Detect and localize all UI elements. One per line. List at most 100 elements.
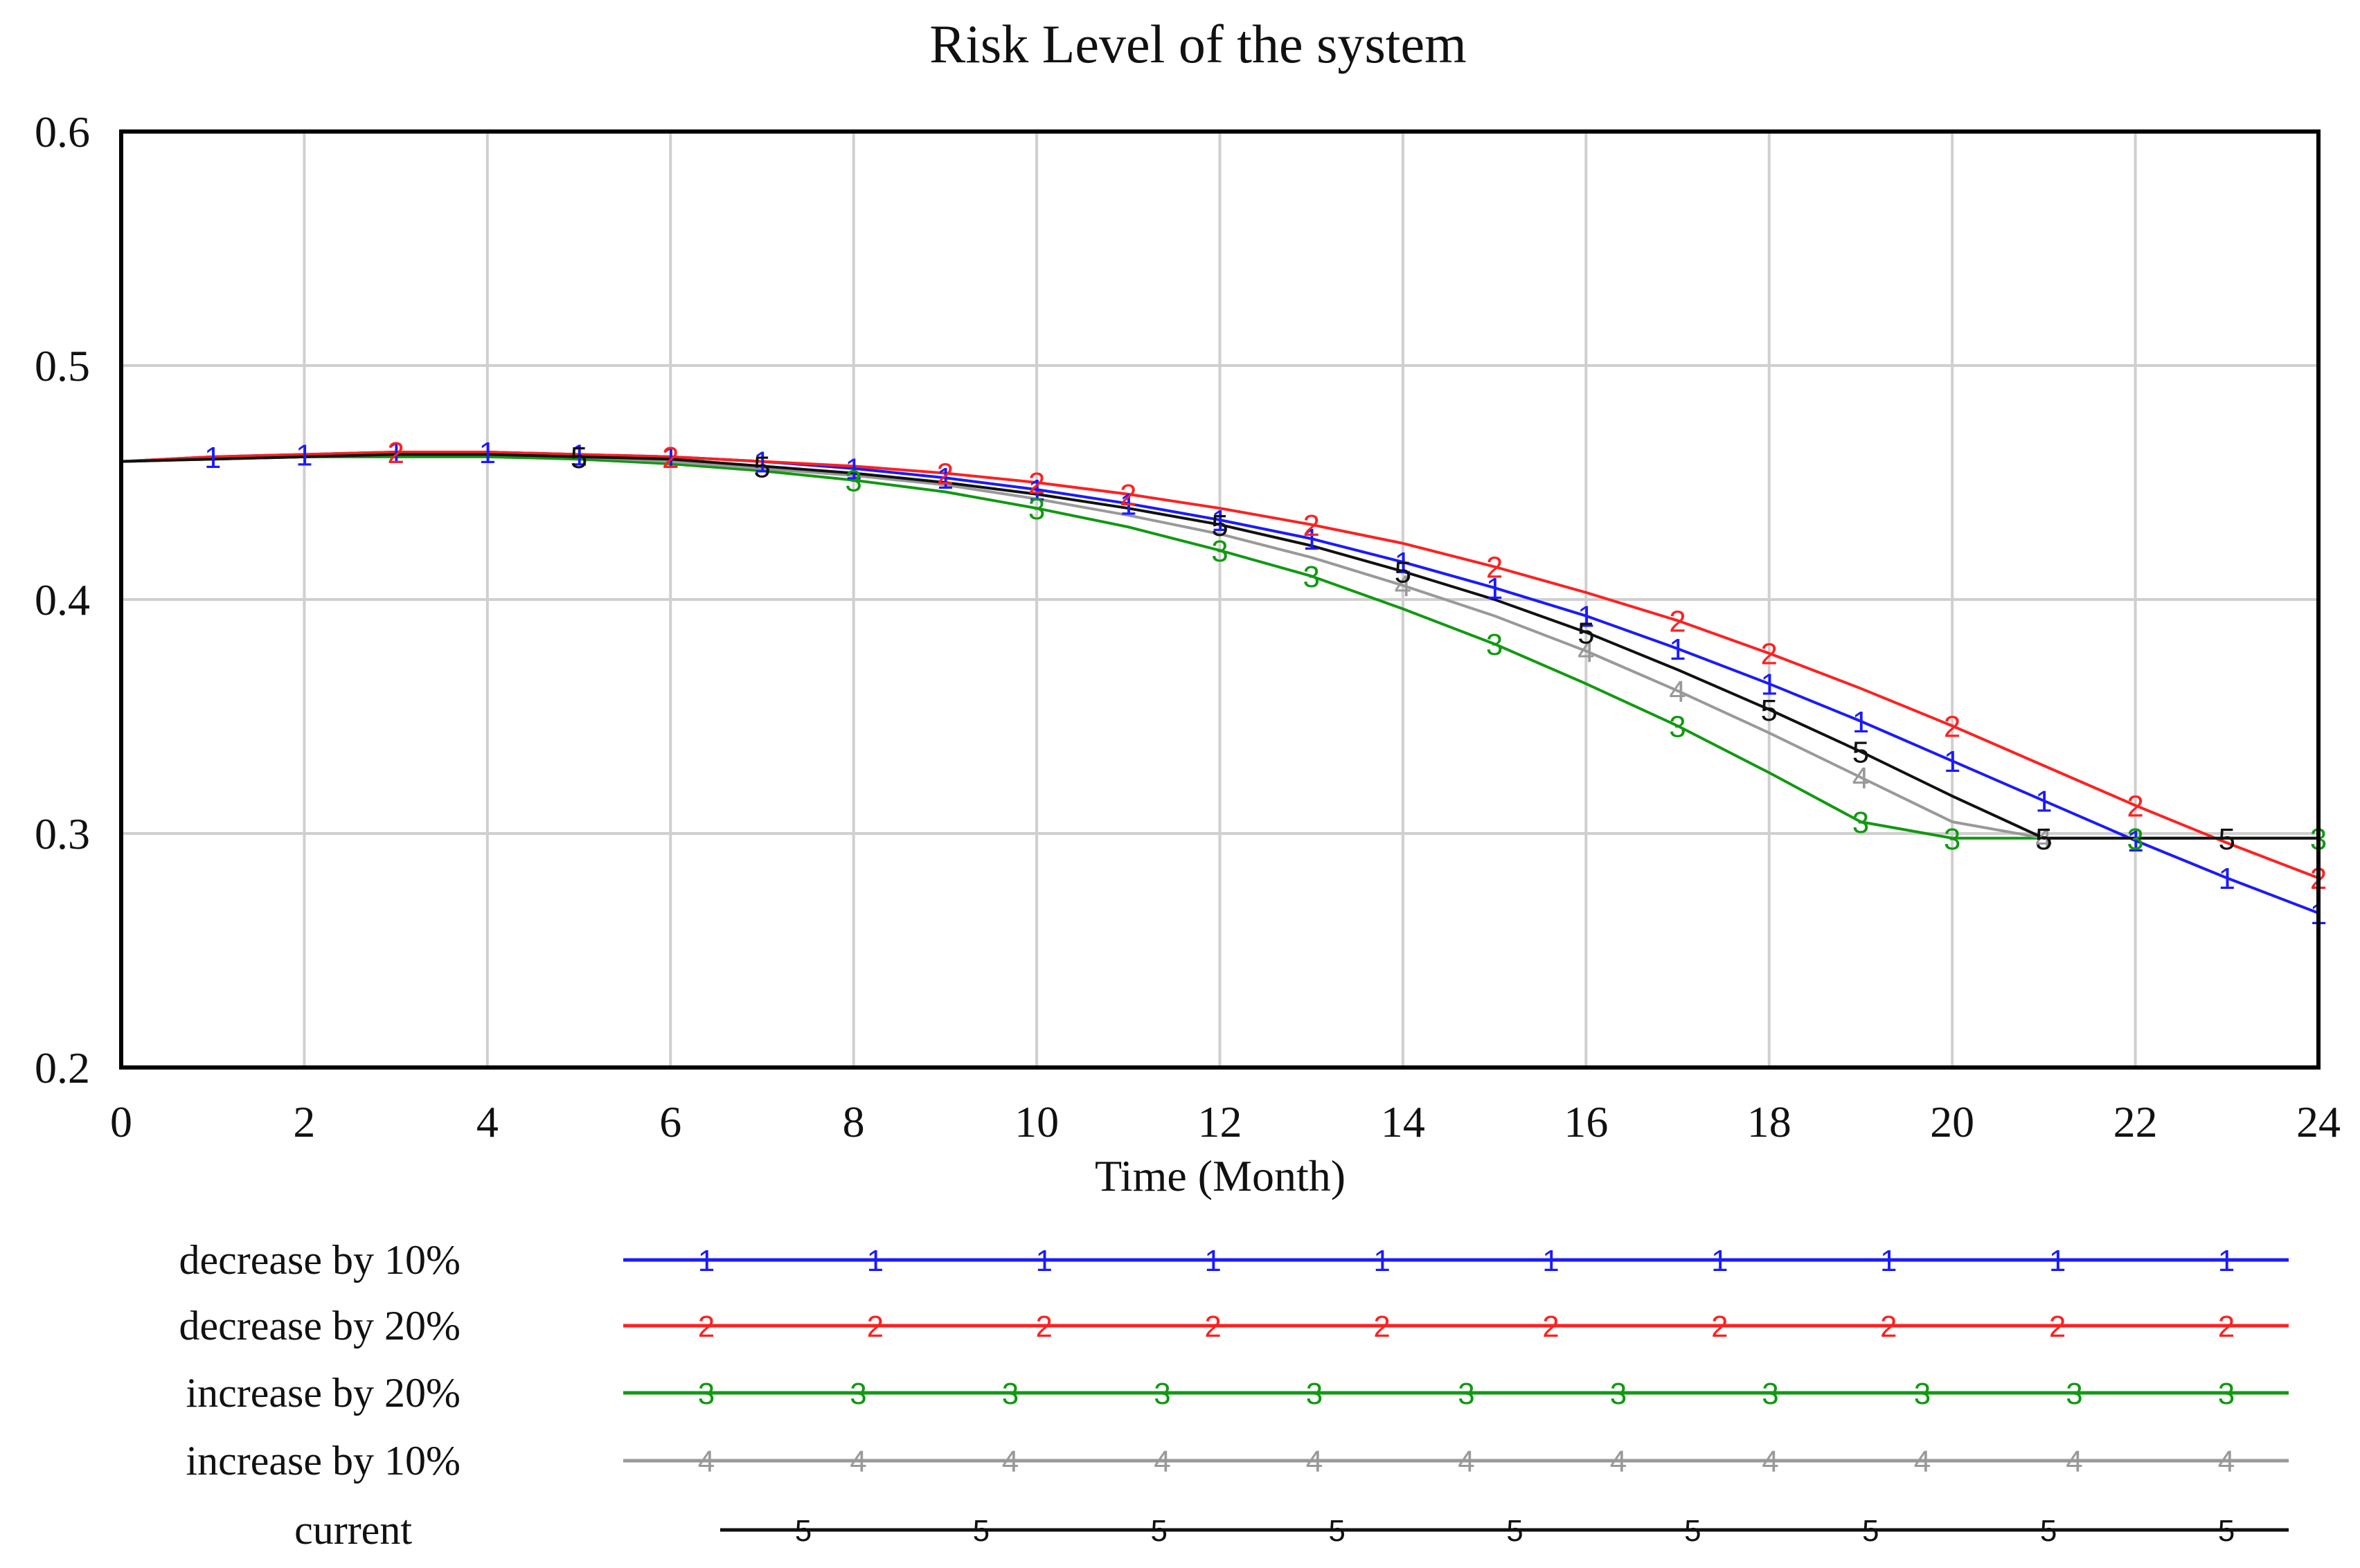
- series-point-marker: 1: [1028, 474, 1045, 507]
- legend-marker: 1: [2049, 1244, 2066, 1278]
- series-line-2: [120, 451, 2319, 880]
- x-tick-label: 6: [659, 1097, 681, 1146]
- x-tick-label: 20: [1930, 1097, 1974, 1146]
- series-point-marker: 4: [1669, 675, 1686, 709]
- legend-marker: 3: [1458, 1377, 1474, 1411]
- series-point-marker: 5: [571, 441, 587, 475]
- legend-marker: 4: [698, 1445, 715, 1479]
- legend-marker: 3: [1306, 1377, 1323, 1411]
- legend-marker: 5: [795, 1514, 812, 1548]
- legend-marker: 5: [1506, 1514, 1523, 1548]
- legend-label: decrease by 20%: [179, 1303, 461, 1349]
- series-point-marker: 1: [1303, 523, 1319, 557]
- legend-marker: 4: [1154, 1445, 1170, 1479]
- series-point-marker: 1: [2035, 785, 2052, 819]
- x-axis-ticks: 0 2 4 6 8 10 12 14 16 18 20 22 24: [110, 1097, 2341, 1146]
- legend-marker: 2: [1036, 1310, 1053, 1344]
- legend-marker: 2: [2218, 1310, 2235, 1344]
- legend-label: decrease by 10%: [179, 1237, 461, 1283]
- series-point-marker: 2: [1761, 638, 1778, 672]
- series-point-marker: 5: [1395, 555, 1411, 589]
- legend-marker: 5: [1684, 1514, 1701, 1548]
- series-point-marker: 3: [2127, 822, 2143, 856]
- x-tick-label: 0: [110, 1097, 132, 1146]
- series-point-marker: 5: [2219, 822, 2235, 856]
- x-tick-label: 14: [1381, 1097, 1425, 1146]
- chart-title: Risk Level of the system: [929, 14, 1467, 74]
- series-point-marker: 1: [1211, 504, 1228, 538]
- legend-marker: 5: [1328, 1514, 1345, 1548]
- legend-marker: 3: [1914, 1377, 1931, 1411]
- legend-marker: 5: [973, 1514, 990, 1548]
- series-point-marker: 1: [1120, 487, 1136, 521]
- series-point-marker: 1: [571, 438, 587, 472]
- x-tick-label: 12: [1198, 1097, 1242, 1146]
- series-point-marker: 4: [1577, 635, 1594, 669]
- legend-marker: 2: [1880, 1310, 1897, 1344]
- series-point-marker: 2: [1486, 551, 1503, 585]
- legend-marker: 1: [867, 1244, 884, 1278]
- series-point-marker: 1: [1761, 668, 1778, 702]
- series-point-marker: 5: [1577, 616, 1594, 650]
- series-point-marker: 5: [1211, 509, 1228, 543]
- legend-marker: 2: [867, 1310, 884, 1344]
- legend-marker: 2: [1204, 1310, 1221, 1344]
- y-tick-label: 0.2: [35, 1043, 90, 1092]
- series-point-marker: 2: [1669, 604, 1686, 638]
- legend-marker: 3: [698, 1377, 715, 1411]
- legend-marker: 1: [1204, 1244, 1221, 1278]
- legend-marker: 4: [1002, 1445, 1019, 1479]
- series-point-marker: 3: [1944, 822, 1960, 856]
- legend-label: increase by 10%: [186, 1438, 461, 1484]
- legend-marker: 1: [698, 1244, 715, 1278]
- legend-marker: 1: [1880, 1244, 1897, 1278]
- x-tick-label: 8: [843, 1097, 865, 1146]
- series-point-marker: 2: [1944, 710, 1960, 744]
- x-tick-label: 10: [1014, 1097, 1059, 1146]
- x-axis-label: Time (Month): [1095, 1151, 1346, 1200]
- series-point-marker: 3: [1028, 492, 1045, 526]
- series-point-marker: 1: [937, 462, 954, 496]
- plot-border: [119, 129, 2321, 1070]
- series-point-marker: 2: [662, 441, 679, 475]
- series-point-marker: 1: [1944, 745, 1960, 779]
- legend-marker: 5: [1151, 1514, 1168, 1548]
- legend-marker: 3: [2218, 1377, 2235, 1411]
- legend-marker: 4: [850, 1445, 866, 1479]
- legend-marker: 3: [850, 1377, 866, 1411]
- legend-marker: 1: [1373, 1244, 1390, 1278]
- series-point-marker: 1: [2127, 824, 2143, 858]
- y-axis-ticks: 0.2 0.3 0.4 0.5 0.6: [35, 107, 90, 1092]
- legend-marker: 2: [1711, 1310, 1728, 1344]
- legend-marker: 3: [1002, 1377, 1019, 1411]
- legend-marker: 3: [1762, 1377, 1778, 1411]
- legend-marker: 3: [2066, 1377, 2082, 1411]
- legend-marker: 2: [1542, 1310, 1559, 1344]
- legend: decrease by 10% 1 1 1 1 1 1 1 1 1 1 decrease by 20%…: [179, 1237, 2289, 1553]
- legend-marker: 3: [1610, 1377, 1627, 1411]
- legend-marker: 4: [1762, 1445, 1778, 1479]
- series-point-marker: 1: [662, 441, 679, 475]
- legend-marker: 5: [2218, 1514, 2235, 1548]
- legend-marker: 4: [1306, 1445, 1323, 1479]
- legend-marker: 4: [1458, 1445, 1474, 1479]
- series-point-marker: 3: [1852, 806, 1869, 840]
- series-point-marker: 1: [1852, 705, 1869, 739]
- series-point-marker: 5: [753, 450, 770, 484]
- y-tick-label: 0.5: [35, 341, 90, 390]
- series-point-marker: 1: [204, 441, 221, 475]
- series-point-marker: 2: [387, 436, 404, 470]
- legend-marker: 4: [2066, 1445, 2082, 1479]
- legend-marker: 2: [1373, 1310, 1390, 1344]
- series-point-marker: 1: [296, 438, 312, 472]
- series-point-marker: 4: [2035, 822, 2052, 856]
- x-tick-label: 24: [2296, 1097, 2341, 1146]
- series-point-marker: 2: [1303, 509, 1319, 543]
- series-point-marker: 2: [2127, 789, 2143, 823]
- series-point-marker: 5: [1761, 694, 1778, 728]
- series-point-marker: 4: [1852, 762, 1869, 795]
- legend-marker: 1: [1711, 1244, 1728, 1278]
- series-point-marker: 1: [753, 446, 770, 480]
- series-point-marker: 4: [1395, 570, 1411, 604]
